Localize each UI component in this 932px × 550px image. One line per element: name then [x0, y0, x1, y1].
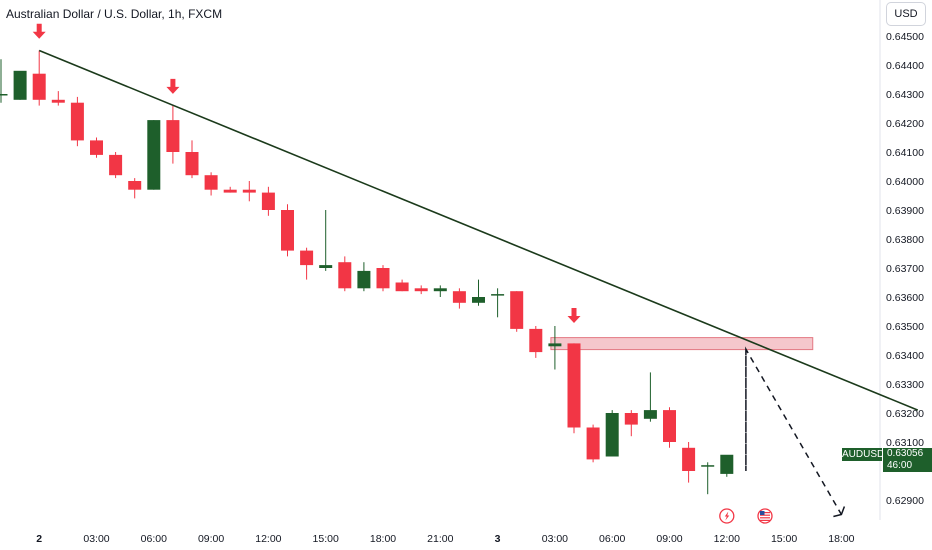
y-tick-label: 0.64100 [886, 147, 924, 159]
candle-body [357, 270, 371, 289]
flag-stripe [760, 519, 770, 521]
candle-body [223, 189, 237, 193]
flag-canton [760, 511, 765, 515]
price-tag-countdown: 46:00 [887, 460, 913, 471]
currency-button[interactable]: USD [886, 2, 926, 26]
candle-body [281, 210, 294, 251]
candle-body [491, 294, 505, 296]
x-tick-label: 12:00 [714, 533, 740, 545]
y-tick-label: 0.63300 [886, 379, 924, 391]
candle-body [433, 288, 447, 292]
candle-body [128, 181, 142, 190]
lightning-glyph [724, 511, 730, 521]
y-tick-label: 0.63700 [886, 263, 924, 275]
candle-body [147, 120, 161, 190]
candle-body [510, 291, 524, 329]
y-tick-label: 0.63800 [886, 234, 924, 246]
y-tick-label: 0.64000 [886, 176, 924, 188]
candle-body [395, 282, 409, 292]
candle-body [472, 297, 485, 303]
candle-body [70, 102, 84, 141]
price-tag-value: 0.63056 46:00 [883, 448, 932, 472]
current-price-tag: AUDUSD 0.63056 46:00 [842, 448, 932, 472]
chart-title: Australian Dollar / U.S. Dollar, 1h, FXC… [6, 7, 223, 21]
x-tick-label: 15:00 [313, 533, 339, 545]
candle-body [682, 447, 696, 471]
candle-body [90, 140, 103, 155]
x-tick-label: 03:00 [83, 533, 109, 545]
candle-body [624, 413, 638, 425]
candle-body [567, 343, 581, 428]
candle-body [109, 154, 123, 176]
y-tick-label: 0.63100 [886, 437, 924, 449]
candle-body [13, 70, 27, 100]
price-tag-symbol: AUDUSD [842, 448, 885, 461]
candle-body [166, 120, 180, 152]
y-tick-label: 0.63500 [886, 321, 924, 333]
down-arrow-icon [567, 308, 581, 323]
x-tick-label: 06:00 [599, 533, 625, 545]
flag-stripe [760, 512, 770, 514]
candle-body [720, 454, 734, 474]
y-tick-label: 0.63400 [886, 350, 924, 362]
candle-body [0, 94, 8, 96]
x-tick-label: 21:00 [427, 533, 453, 545]
candle-body [338, 262, 352, 289]
candle-body [643, 410, 657, 419]
y-tick-label: 0.63200 [886, 408, 924, 420]
down-arrow-icon [166, 78, 180, 94]
candle-body [204, 175, 218, 190]
candle-body [51, 99, 65, 103]
y-tick-label: 0.64200 [886, 118, 924, 130]
candle-body [319, 265, 333, 268]
candle-body [300, 250, 314, 266]
y-tick-label: 0.64500 [886, 31, 924, 43]
x-tick-label: 18:00 [370, 533, 396, 545]
candle-body [32, 73, 46, 100]
x-tick-label: 15:00 [771, 533, 797, 545]
candle-body [414, 288, 428, 292]
candle-body [242, 189, 256, 193]
candle-body [663, 410, 676, 442]
candle-body [529, 328, 543, 353]
projection-path [745, 346, 843, 515]
x-tick-label: 3 [495, 533, 501, 545]
candle-body [605, 413, 619, 457]
y-tick-label: 0.63600 [886, 292, 924, 304]
x-tick-label: 09:00 [198, 533, 224, 545]
resistance-zone [550, 337, 814, 351]
candle-body [261, 192, 275, 210]
candle-body [452, 291, 466, 303]
candle-body [701, 465, 715, 467]
candle-body [376, 268, 390, 289]
x-tick-label: 12:00 [255, 533, 281, 545]
y-tick-label: 0.62900 [886, 495, 924, 507]
down-arrow-icon [32, 23, 46, 39]
x-tick-label: 06:00 [141, 533, 167, 545]
flag-stripe [760, 517, 770, 519]
candle-body [185, 152, 199, 176]
x-tick-label: 09:00 [656, 533, 682, 545]
candle-body [586, 427, 600, 460]
flag-stripe [760, 514, 770, 516]
x-tick-label: 2 [36, 533, 42, 545]
y-tick-label: 0.64300 [886, 89, 924, 101]
price-tag-price: 0.63056 [887, 448, 924, 459]
y-tick-label: 0.64400 [886, 60, 924, 72]
candle-body [548, 343, 562, 347]
x-tick-label: 03:00 [542, 533, 568, 545]
trendline [38, 49, 919, 411]
projection-arrowhead [833, 506, 846, 518]
y-tick-label: 0.63900 [886, 205, 924, 217]
x-tick-label: 18:00 [828, 533, 854, 545]
